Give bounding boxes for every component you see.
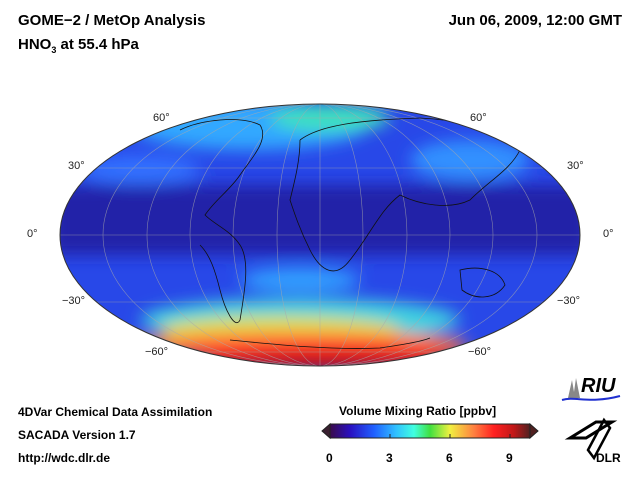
colorbar-tick-9: 9 xyxy=(506,451,513,465)
footer-url[interactable]: http://wdc.dlr.de xyxy=(18,451,110,465)
lat-label-right-30: 30° xyxy=(567,160,584,172)
colorbar-tick-3: 3 xyxy=(386,451,393,465)
hno3-field xyxy=(60,104,580,366)
riu-logo xyxy=(561,378,621,401)
lat-label-right-0: 0° xyxy=(603,228,614,240)
graticule xyxy=(60,104,580,366)
species-label: HNO3 at 55.4 hPa xyxy=(18,36,139,55)
lat-label-left-60: 60° xyxy=(153,112,170,124)
lat-label-left-30: 30° xyxy=(68,160,85,172)
colorbar-tick-0: 0 xyxy=(326,451,333,465)
lat-label-right-minus60: −60° xyxy=(468,346,492,358)
colorbar-tick-6: 6 xyxy=(446,451,453,465)
footer-version: SACADA Version 1.7 xyxy=(18,428,136,442)
species-subscript: 3 xyxy=(51,45,57,55)
dlr-logo xyxy=(564,417,618,461)
lat-label-left-minus30: −30° xyxy=(62,295,86,307)
analysis-title: GOME−2 / MetOp Analysis xyxy=(18,12,206,29)
coastlines xyxy=(179,117,521,349)
analysis-datetime: Jun 06, 2009, 12:00 GMT xyxy=(448,12,622,29)
colorbar xyxy=(321,422,539,440)
lat-label-right-minus30: −30° xyxy=(557,295,581,307)
species-name: HNO xyxy=(18,36,52,53)
footer-method: 4DVar Chemical Data Assimilation xyxy=(18,405,213,419)
pressure-level: at 55.4 hPa xyxy=(56,36,139,53)
colorbar-title: Volume Mixing Ratio [ppbv] xyxy=(339,404,497,418)
dlr-logo-text: DLR xyxy=(596,451,621,465)
lat-label-left-0: 0° xyxy=(27,228,38,240)
lat-label-right-60: 60° xyxy=(470,112,487,124)
lat-label-left-minus60: −60° xyxy=(145,346,169,358)
riu-logo-text: RIU xyxy=(581,375,616,397)
